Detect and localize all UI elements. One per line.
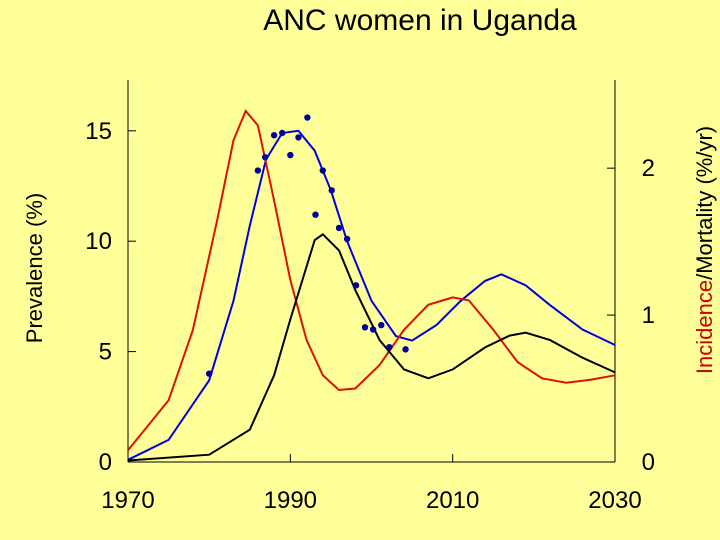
x-tick-label: 1990: [264, 487, 317, 514]
data-point: [319, 167, 326, 174]
y-axis-label: Prevalence (%): [22, 193, 47, 343]
data-point: [254, 167, 262, 174]
data-point: [352, 282, 360, 289]
x-tick-label: 1970: [101, 487, 154, 514]
data-point: [361, 324, 369, 331]
data-point: [295, 134, 302, 141]
y2-axis-label: Incidence/Mortality (%/yr): [692, 126, 717, 374]
y2-axis-label-part: Incidence: [692, 280, 717, 374]
series-line: [127, 232, 616, 462]
y-tick-label: 15: [85, 118, 112, 145]
data-point: [386, 343, 393, 351]
data-point: [261, 154, 269, 161]
data-point: [402, 346, 409, 353]
data-point: [378, 321, 385, 329]
y2-axis-label-part: /Mortality (%/yr): [692, 126, 717, 280]
data-point: [369, 326, 377, 333]
data-point: [287, 151, 294, 159]
chart-title: ANC women in Uganda: [263, 4, 577, 37]
data-point: [343, 235, 351, 243]
series-line: [127, 108, 616, 451]
data-point: [205, 370, 213, 377]
y-tick-label: 10: [85, 228, 112, 255]
y-tick-label: 0: [99, 449, 112, 476]
data-point: [328, 187, 335, 194]
y2-tick-label: 0: [642, 449, 655, 476]
series-line: [127, 129, 616, 461]
data-point: [279, 129, 286, 137]
data-point: [312, 211, 319, 218]
y-tick-label: 5: [99, 339, 112, 366]
x-tick-label: 2030: [588, 487, 641, 514]
x-tick-label: 2010: [426, 487, 479, 514]
data-point: [304, 114, 311, 121]
data-point: [335, 224, 343, 232]
y2-tick-label: 1: [642, 302, 655, 329]
y2-tick-label: 2: [642, 155, 655, 182]
data-point: [270, 132, 278, 139]
